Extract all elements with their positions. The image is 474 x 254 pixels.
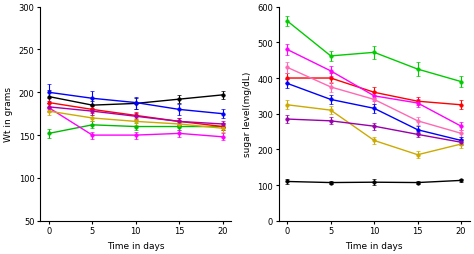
Y-axis label: sugar level(mg/dL): sugar level(mg/dL) — [243, 72, 252, 157]
Y-axis label: Wt in grams: Wt in grams — [4, 87, 13, 142]
X-axis label: Time in days: Time in days — [107, 241, 164, 250]
X-axis label: Time in days: Time in days — [346, 241, 403, 250]
